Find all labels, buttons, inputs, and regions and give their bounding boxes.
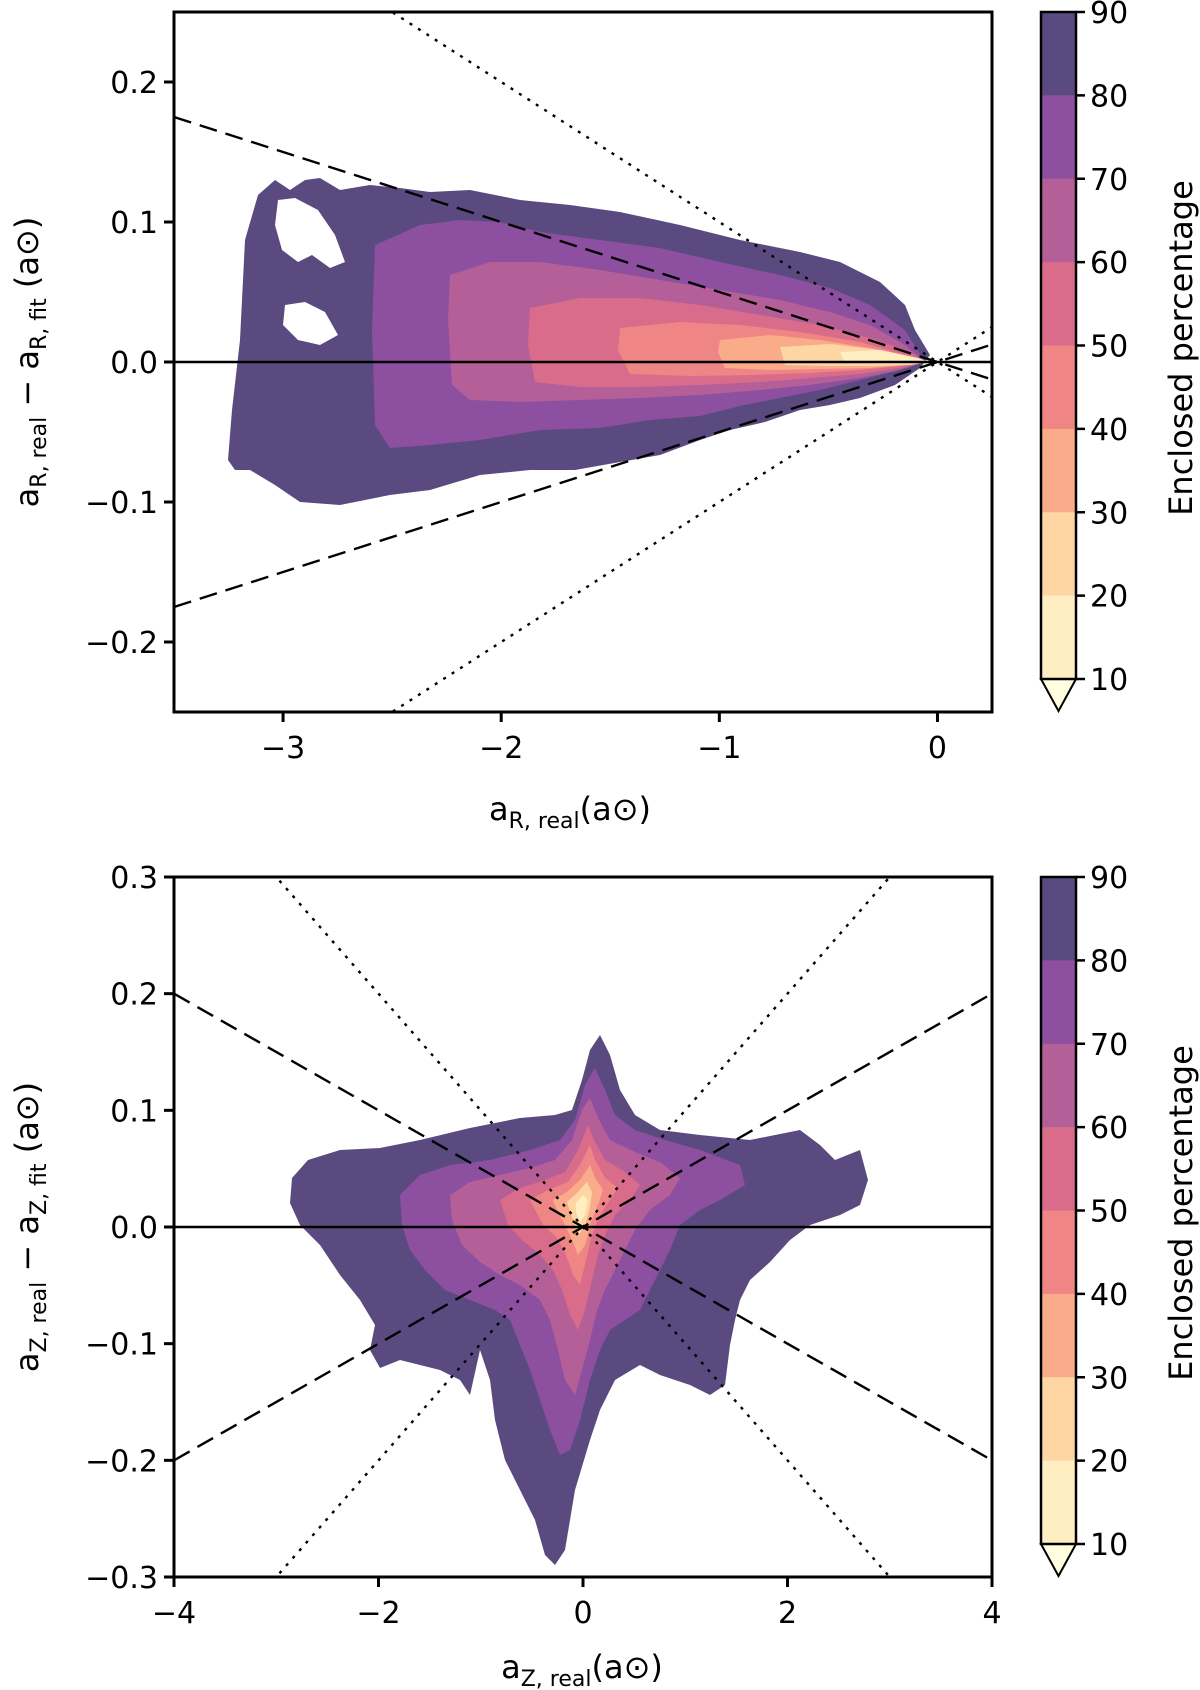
bottom-colorbar-segment xyxy=(1041,1293,1076,1378)
top-y-tick-label: −0.1 xyxy=(85,486,158,521)
bottom-y-tick-label: −0.2 xyxy=(85,1444,158,1479)
top-contour-hole-1 xyxy=(275,198,345,268)
top-colorbar-tick-label: 10 xyxy=(1090,663,1128,698)
top-y-ticks: −0.2 −0.1 0.0 0.1 0.2 xyxy=(85,66,174,661)
top-colorbar-tick-label: 40 xyxy=(1090,413,1128,448)
top-colorbar-tick-label: 50 xyxy=(1090,330,1128,365)
top-x-tick-label: −1 xyxy=(697,731,741,766)
bottom-colorbar: 10 20 30 40 50 60 70 80 90 xyxy=(1039,861,1128,1579)
top-colorbar-segment xyxy=(1041,595,1076,680)
top-y-tick-label: 0.2 xyxy=(110,66,158,101)
top-x-tick-label: −3 xyxy=(261,731,305,766)
top-colorbar-segment xyxy=(1041,262,1076,346)
bottom-colorbar-segment xyxy=(1041,1127,1076,1211)
top-contour-hole-2 xyxy=(283,302,338,345)
bottom-y-tick-label: −0.1 xyxy=(85,1328,158,1363)
bottom-reference-line-dotted xyxy=(274,877,892,1577)
top-y-tick-label: −0.2 xyxy=(85,626,158,661)
bottom-colorbar-tick-label: 20 xyxy=(1090,1445,1128,1480)
bottom-x-tick-label: 4 xyxy=(982,1596,1001,1631)
top-contour-20 xyxy=(840,350,930,364)
top-reference-line-dashed xyxy=(174,115,992,381)
top-x-axis-label: aR, real(a⊙) xyxy=(489,790,651,834)
bottom-colorbar-tick-label: 80 xyxy=(1090,944,1128,979)
bottom-colorbar-tick-label: 30 xyxy=(1090,1361,1128,1396)
bottom-colorbar-segment xyxy=(1041,1460,1076,1545)
bottom-colorbar-segment xyxy=(1041,1210,1076,1295)
bottom-lines xyxy=(174,877,992,1577)
top-contour-fill xyxy=(228,178,930,505)
top-y-tick-label: 0.1 xyxy=(110,206,158,241)
bottom-panel: −4 −2 0 2 4 −0.3 −0.2 −0.1 0.0 0.1 0.2 0.3 aZ, rea… xyxy=(8,861,1200,1690)
top-x-ticks: −3 −2 −1 0 xyxy=(261,712,947,766)
top-colorbar-extend-triangle xyxy=(1039,678,1078,714)
bottom-colorbar-segment xyxy=(1041,1043,1076,1128)
bottom-colorbar-segment xyxy=(1041,877,1076,961)
bottom-y-tick-label: 0.0 xyxy=(110,1211,158,1246)
bottom-colorbar-tick-label: 90 xyxy=(1090,861,1128,896)
top-reference-line-dashed xyxy=(174,343,992,609)
top-panel: −3 −2 −1 0 −0.2 −0.1 0.0 0.1 0.2 aR, real(a⊙) a… xyxy=(8,0,1200,834)
top-x-tick-label: 0 xyxy=(928,731,947,766)
bottom-x-tick-label: 0 xyxy=(573,1596,592,1631)
bottom-y-tick-label: 0.1 xyxy=(110,1094,158,1129)
top-colorbar-segment xyxy=(1041,428,1076,513)
top-colorbar: 10 20 30 40 50 60 70 80 90 xyxy=(1039,0,1128,714)
bottom-colorbar-tick-label: 40 xyxy=(1090,1278,1128,1313)
bottom-colorbar-segment xyxy=(1041,960,1076,1045)
top-lines xyxy=(174,12,992,712)
top-colorbar-segment xyxy=(1041,512,1076,597)
top-x-tick-label: −2 xyxy=(479,731,523,766)
top-colorbar-segment xyxy=(1041,178,1076,263)
top-colorbar-tick-label: 60 xyxy=(1090,246,1128,281)
bottom-colorbar-tick-label: 70 xyxy=(1090,1028,1128,1063)
bottom-x-tick-label: −2 xyxy=(356,1596,400,1631)
bottom-colorbar-tick-label: 50 xyxy=(1090,1195,1128,1230)
bottom-y-ticks: −0.3 −0.2 −0.1 0.0 0.1 0.2 0.3 xyxy=(85,861,174,1596)
bottom-x-ticks: −4 −2 0 2 4 xyxy=(152,1577,1002,1631)
bottom-y-tick-label: −0.3 xyxy=(85,1561,158,1596)
top-colorbar-tick-label: 90 xyxy=(1090,0,1128,31)
top-colorbar-segment xyxy=(1041,345,1076,430)
top-colorbar-segment xyxy=(1041,12,1076,96)
bottom-colorbar-segment xyxy=(1041,1377,1076,1462)
bottom-y-tick-label: 0.3 xyxy=(110,861,158,896)
top-colorbar-label: Enclosed percentage xyxy=(1162,180,1200,516)
bottom-colorbar-extend-triangle xyxy=(1039,1543,1078,1579)
bottom-contour-fill xyxy=(290,1035,868,1565)
top-colorbar-tick-label: 20 xyxy=(1090,580,1128,615)
top-colorbar-tick-label: 80 xyxy=(1090,79,1128,114)
bottom-colorbar-tick-label: 60 xyxy=(1090,1111,1128,1146)
top-colorbar-tick-label: 70 xyxy=(1090,163,1128,198)
bottom-colorbar-label: Enclosed percentage xyxy=(1162,1045,1200,1381)
top-y-axis-label: aR, real − aR, fit (a⊙) xyxy=(8,217,52,508)
bottom-colorbar-tick-label: 10 xyxy=(1090,1528,1128,1563)
top-y-tick-label: 0.0 xyxy=(110,346,158,381)
bottom-y-tick-label: 0.2 xyxy=(110,978,158,1013)
top-colorbar-tick-label: 30 xyxy=(1090,496,1128,531)
bottom-x-axis-label: aZ, real(a⊙) xyxy=(501,1648,663,1690)
bottom-contour-20 xyxy=(576,1195,588,1222)
top-colorbar-segment xyxy=(1041,95,1076,180)
bottom-x-tick-label: −4 xyxy=(152,1596,196,1631)
bottom-y-axis-label: aZ, real − aZ, fit (a⊙) xyxy=(8,1082,52,1372)
bottom-x-tick-label: 2 xyxy=(778,1596,797,1631)
